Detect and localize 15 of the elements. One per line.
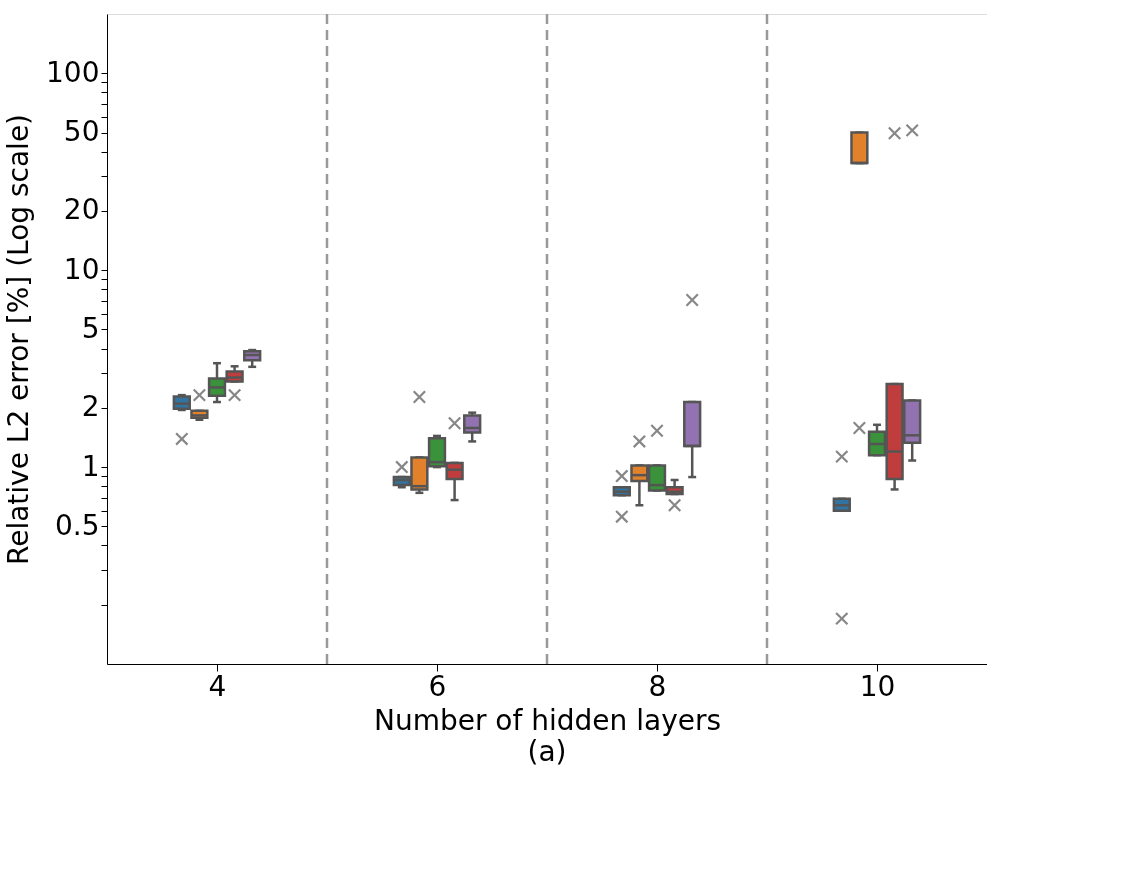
y-tick-label: 10 (63, 252, 100, 286)
y-tick-label: 50 (63, 115, 100, 149)
y-tick-label: 5 (81, 311, 100, 345)
x-tick-label: 8 (648, 669, 667, 703)
x-axis-title: Number of hidden layers (373, 703, 722, 737)
y-tick-label: 2 (81, 390, 100, 424)
y-tick-label: 20 (63, 193, 100, 227)
y-axis-title: Relative L2 error [%] (Log scale) (2, 113, 36, 566)
x-tick-label: 6 (428, 669, 447, 703)
text: (a) (527, 735, 567, 768)
x-tick-label: 10 (859, 669, 896, 703)
y-tick-label: 100 (46, 55, 100, 89)
y-tick-label: 1 (81, 449, 100, 483)
y-tick-label: 0.5 (54, 508, 100, 542)
x-tick-label: 4 (208, 669, 227, 703)
